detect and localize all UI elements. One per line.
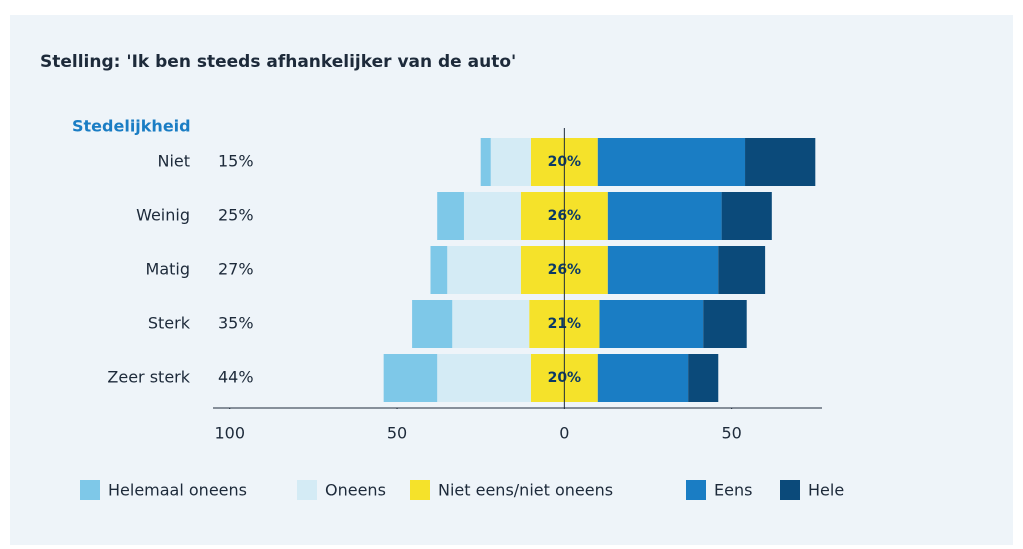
category-label: Niet: [157, 152, 190, 171]
bar: [745, 138, 816, 186]
bar: [599, 300, 704, 348]
legend-label: Eens: [714, 481, 752, 500]
bar: [718, 246, 766, 294]
bar: [607, 246, 719, 294]
bar: [447, 246, 521, 294]
bar: [607, 192, 722, 240]
legend-swatch: [410, 480, 430, 500]
total-label: 15%: [218, 152, 254, 171]
x-tick-label: 50: [387, 424, 407, 443]
x-tick-label: 50: [721, 424, 741, 443]
legend-swatch: [297, 480, 317, 500]
legend-swatch: [80, 480, 100, 500]
bar: [597, 138, 746, 186]
bar: [721, 192, 772, 240]
category-label: Sterk: [148, 314, 191, 333]
bar: [463, 192, 521, 240]
legend-label: Hele: [808, 481, 844, 500]
x-tick-label: 0: [559, 424, 569, 443]
legend-swatch: [780, 480, 800, 500]
category-label: Matig: [146, 260, 190, 279]
total-label: 44%: [218, 368, 254, 387]
total-label: 25%: [218, 206, 254, 225]
bar: [412, 300, 453, 348]
bar: [383, 354, 438, 402]
legend-label: Helemaal oneens: [108, 481, 247, 500]
bar: [437, 192, 464, 240]
category-axis-label: Stedelijkheid: [72, 117, 191, 136]
total-label: 27%: [218, 260, 254, 279]
chart-title: Stelling: 'Ik ben steeds afhankelijker v…: [40, 52, 516, 72]
legend-label: Oneens: [325, 481, 386, 500]
bar: [703, 300, 747, 348]
bar: [437, 354, 531, 402]
bar: [490, 138, 531, 186]
bar: [430, 246, 448, 294]
bar: [480, 138, 491, 186]
legend-swatch: [686, 480, 706, 500]
category-label: Weinig: [136, 206, 190, 225]
bar: [688, 354, 719, 402]
x-tick-label: 100: [214, 424, 245, 443]
bar: [452, 300, 530, 348]
bar: [597, 354, 689, 402]
total-label: 35%: [218, 314, 254, 333]
legend-label: Niet eens/niet oneens: [438, 481, 613, 500]
category-label: Zeer sterk: [107, 368, 190, 387]
